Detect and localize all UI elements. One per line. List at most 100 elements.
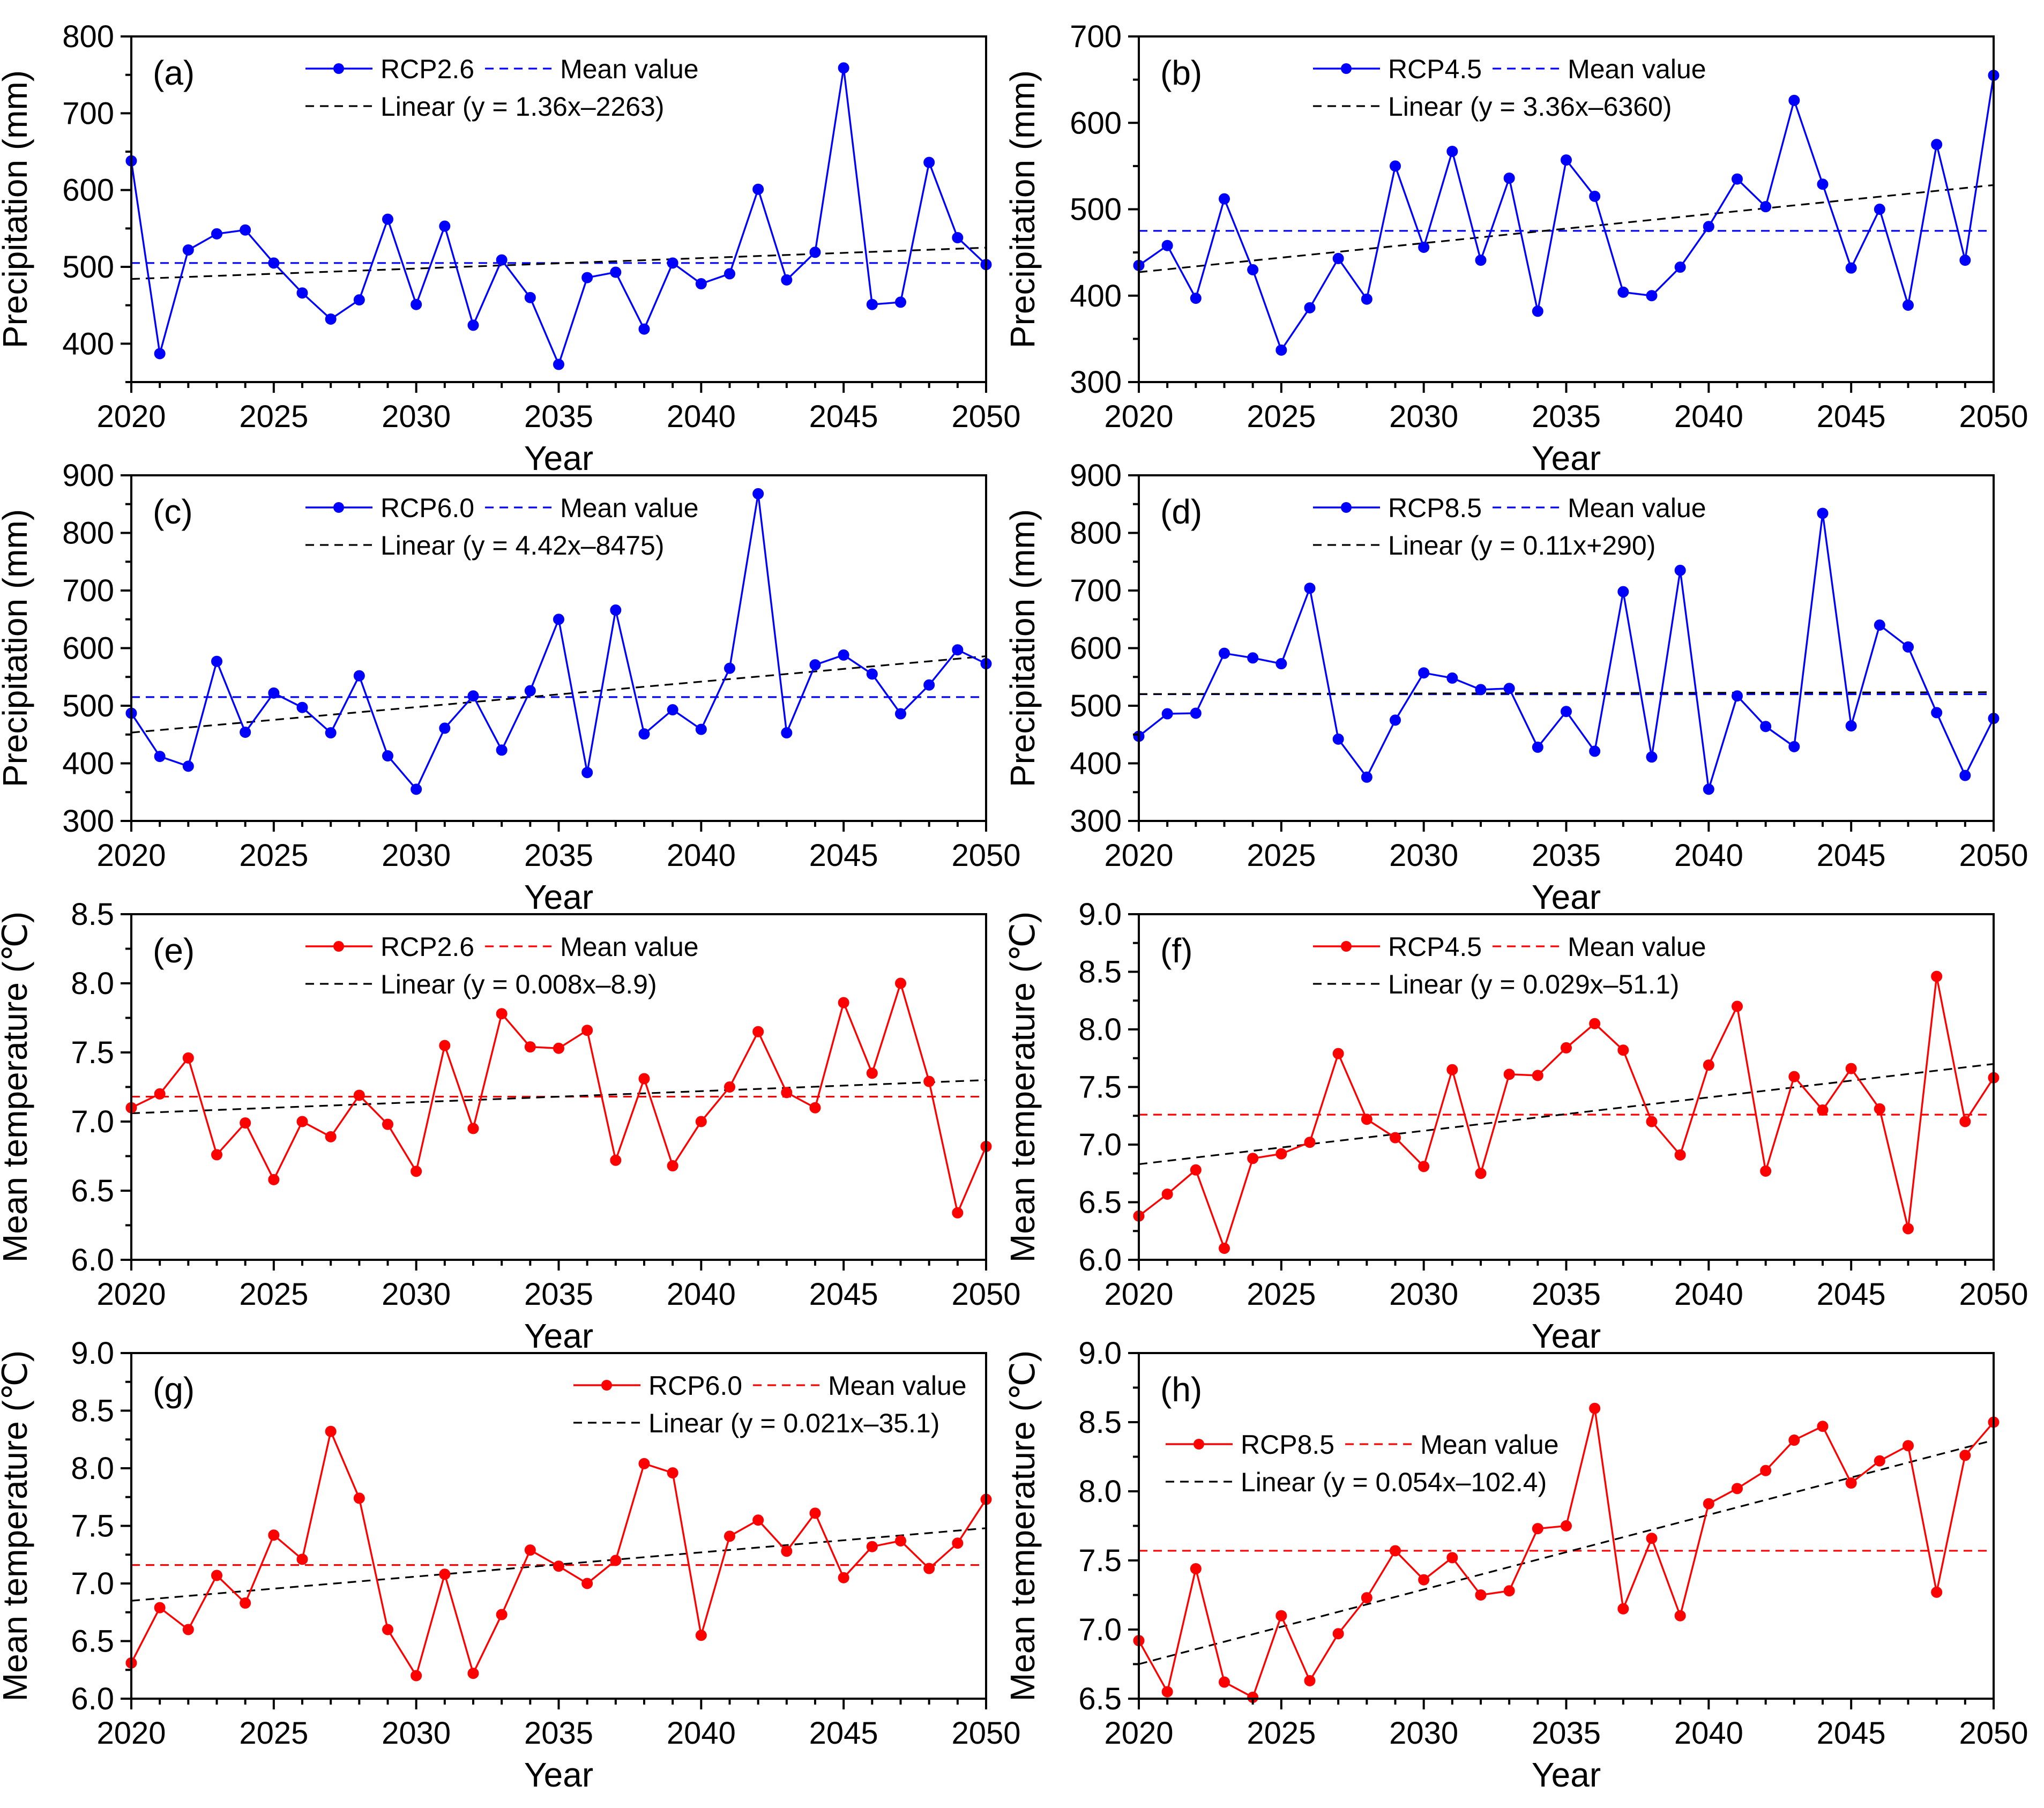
- legend: RCP4.5 Mean value Linear (y = 3.36x–6360): [1313, 54, 1706, 122]
- plot-area: [131, 1079, 986, 1115]
- data-point-2048: [1931, 970, 1943, 982]
- legend-series-marker: [333, 941, 344, 952]
- data-point-2031: [1446, 145, 1458, 157]
- data-point-2025: [268, 1174, 280, 1185]
- data-point-2030: [1418, 1574, 1430, 1586]
- y-tick-label: 9.0: [1078, 897, 1122, 932]
- legend-mean-label: Mean value: [1420, 1430, 1559, 1460]
- data-point-2021: [1161, 1188, 1173, 1200]
- data-point-2027: [325, 313, 337, 325]
- y-tick-label: 600: [62, 631, 114, 666]
- panel-f: 2020 2025 2030 2035 2040 2045 2050 6.0 6.5 7.0 7.5…: [1003, 897, 2028, 1355]
- data-point-2040: [695, 1116, 707, 1127]
- data-point-2043: [1788, 741, 1800, 752]
- legend-trend-label: Linear (y = 0.054x–102.4): [1241, 1467, 1547, 1497]
- data-point-2033: [1503, 683, 1515, 694]
- data-point-2047: [1903, 1440, 1914, 1452]
- data-point-2043: [1788, 94, 1800, 106]
- y-axis-title: Mean temperature (℃): [1003, 1350, 1042, 1701]
- data-point-2038: [638, 1073, 650, 1085]
- legend-series-marker: [601, 1380, 612, 1391]
- x-tick-label: 2030: [382, 838, 451, 873]
- data-point-2023: [211, 228, 222, 240]
- panel-d: 2020 2025 2030 2035 2040 2045 2050 300 400 500 600…: [1003, 458, 2028, 916]
- data-point-2033: [496, 744, 508, 756]
- y-axis-title: Mean temperature (℃): [0, 1350, 34, 1701]
- panel-g: 2020 2025 2030 2035 2040 2045 2050 6.0 6.5 7.0 7.5…: [0, 1336, 1021, 1794]
- legend-trend-label: Linear (y = 0.029x–51.1): [1388, 969, 1679, 999]
- y-tick-label: 500: [1070, 192, 1122, 227]
- data-point-2046: [866, 1541, 878, 1552]
- data-point-2044: [1817, 178, 1829, 190]
- data-point-2049: [952, 1207, 964, 1219]
- data-point-2045: [838, 649, 849, 661]
- trend-line: [131, 1079, 986, 1115]
- data-point-2027: [325, 727, 337, 739]
- data-point-2036: [1589, 1018, 1601, 1029]
- data-point-2045: [1845, 262, 1857, 274]
- panel-label: (a): [153, 54, 195, 92]
- data-point-2041: [1732, 1483, 1743, 1495]
- data-point-2047: [1903, 641, 1914, 653]
- x-tick-label: 2030: [1389, 399, 1458, 434]
- panel-e: 2020 2025 2030 2035 2040 2045 2050 6.0 6.5 7.0 7.5…: [0, 897, 1021, 1355]
- data-point-2047: [895, 1535, 906, 1546]
- data-point-2025: [268, 687, 280, 699]
- data-point-2049: [1959, 1116, 1971, 1127]
- data-point-2033: [496, 254, 508, 266]
- y-tick-label: 9.0: [71, 1336, 114, 1371]
- data-point-2026: [1304, 1675, 1316, 1686]
- y-tick-label: 600: [62, 173, 114, 208]
- data-point-2032: [1475, 684, 1487, 696]
- y-axis-title: Precipitation (mm): [1003, 70, 1042, 348]
- data-point-2035: [553, 1042, 564, 1054]
- data-point-2022: [182, 760, 194, 772]
- data-point-2027: [1332, 733, 1344, 745]
- legend-series-marker: [333, 502, 344, 513]
- legend-mean-label: Mean value: [560, 493, 699, 523]
- y-tick-label: 900: [1070, 458, 1122, 493]
- data-point-2028: [353, 670, 365, 682]
- x-tick-label: 2025: [239, 1277, 308, 1312]
- data-point-2046: [1874, 204, 1885, 215]
- data-point-2022: [182, 244, 194, 256]
- y-tick-label: 8.5: [1078, 1405, 1122, 1440]
- data-point-2034: [524, 1041, 536, 1053]
- legend-trend-label: Linear (y = 0.11x+290): [1388, 531, 1655, 561]
- data-point-2023: [211, 655, 222, 667]
- x-tick-label: 2045: [809, 1716, 878, 1751]
- y-tick-label: 6.0: [71, 1243, 114, 1277]
- x-tick-label: 2030: [1389, 1277, 1458, 1312]
- y-tick-label: 6.5: [1078, 1682, 1122, 1716]
- data-point-2025: [268, 1529, 280, 1541]
- data-point-2040: [1703, 1059, 1714, 1071]
- trend-line: [1139, 691, 1994, 695]
- data-point-2048: [923, 1563, 935, 1574]
- data-point-2044: [809, 659, 821, 671]
- trend-line: [1139, 1439, 1994, 1665]
- y-tick-label: 300: [62, 804, 114, 839]
- plot-area: [1139, 1063, 1994, 1166]
- data-point-2023: [1219, 647, 1230, 659]
- legend-series-marker: [1341, 63, 1352, 74]
- data-point-2021: [154, 1602, 166, 1613]
- data-point-2029: [382, 1624, 393, 1635]
- y-tick-label: 8.0: [71, 1451, 114, 1486]
- x-axis-title: Year: [1532, 878, 1601, 916]
- x-tick-label: 2040: [1674, 1716, 1743, 1751]
- panel-label: (h): [1160, 1370, 1202, 1409]
- data-point-2029: [1390, 714, 1401, 726]
- data-point-2024: [1247, 1153, 1259, 1164]
- axis-frame: [130, 1352, 987, 1700]
- data-point-2027: [1332, 252, 1344, 264]
- data-point-2023: [1219, 1676, 1230, 1688]
- data-point-2023: [211, 1570, 222, 1581]
- data-point-2032: [467, 319, 479, 331]
- data-point-2037: [1617, 1603, 1629, 1615]
- data-point-2029: [1390, 1545, 1401, 1557]
- data-point-2043: [1788, 1435, 1800, 1446]
- data-point-2036: [1589, 745, 1601, 757]
- data-point-2031: [1446, 1552, 1458, 1564]
- data-point-2031: [439, 1568, 451, 1580]
